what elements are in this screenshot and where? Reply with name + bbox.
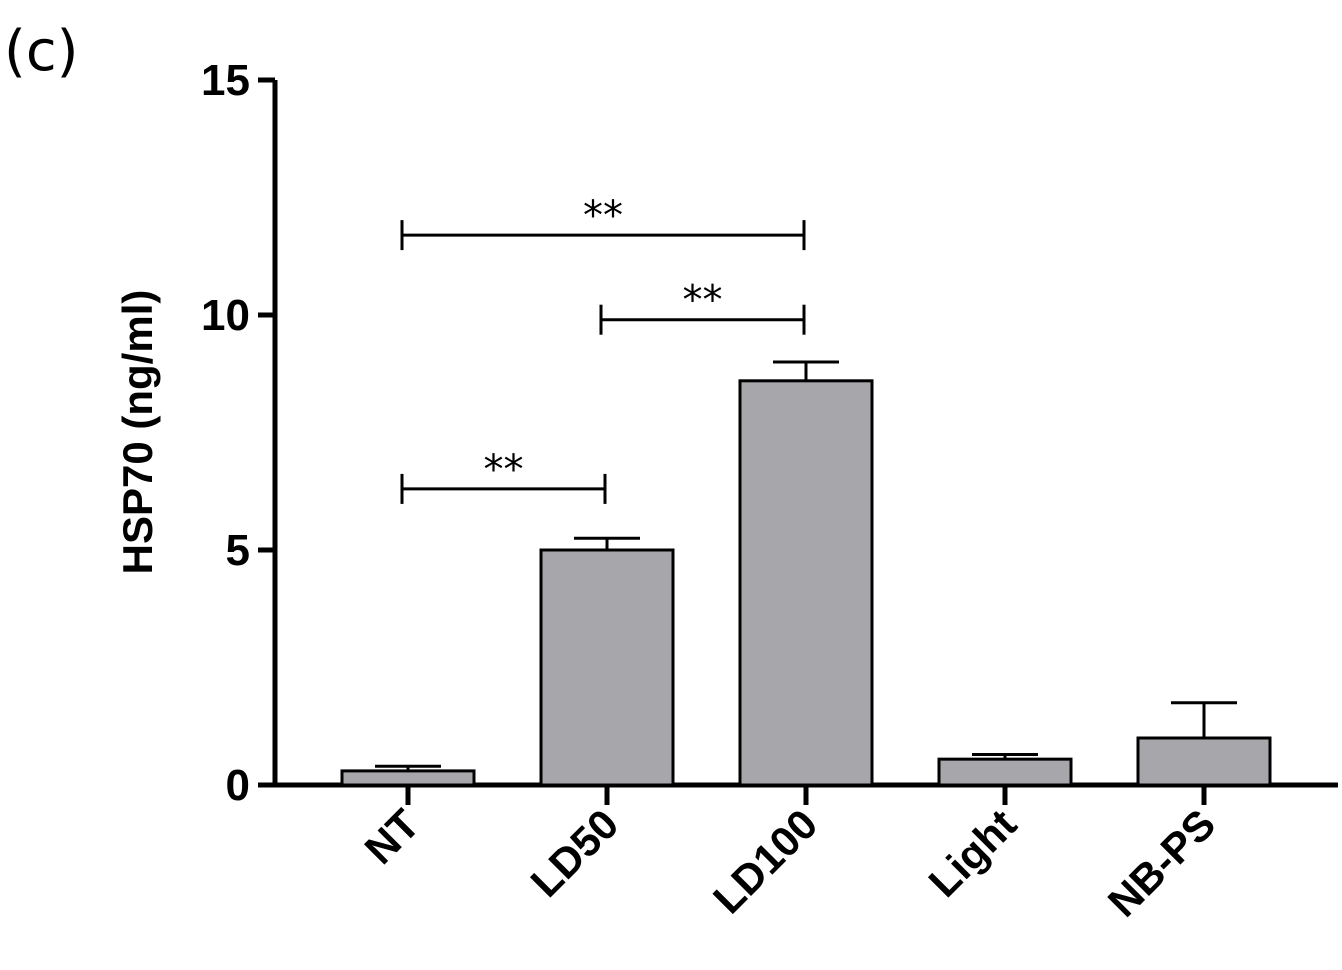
y-tick-label: 5 — [226, 526, 250, 575]
x-tick-label-ld50: LD50 — [522, 800, 628, 906]
bar-ld100 — [738, 379, 874, 787]
significance-brackets: ** ** ** — [400, 193, 806, 504]
y-tick-label: 10 — [201, 291, 250, 340]
y-tick-label: 15 — [201, 56, 250, 105]
y-axis-title: HSP70 (ng/ml) — [114, 290, 161, 575]
panel-label: (c) — [4, 19, 78, 84]
bar-nb-ps — [1136, 736, 1272, 787]
y-tick-label: 0 — [226, 761, 250, 810]
bar-light — [937, 757, 1073, 787]
significance-label: ** — [484, 447, 524, 493]
significance-label: ** — [683, 278, 723, 324]
x-tick-label-light: Light — [920, 800, 1026, 906]
bar-nt — [340, 769, 476, 787]
significance-label: ** — [583, 193, 623, 239]
x-tick-label-ld100: LD100 — [704, 800, 826, 922]
x-tick-label-nb-ps: NB-PS — [1099, 800, 1225, 926]
bar-ld50 — [539, 548, 675, 787]
bars — [340, 360, 1272, 787]
x-tick-label-nt: NT — [356, 800, 429, 873]
